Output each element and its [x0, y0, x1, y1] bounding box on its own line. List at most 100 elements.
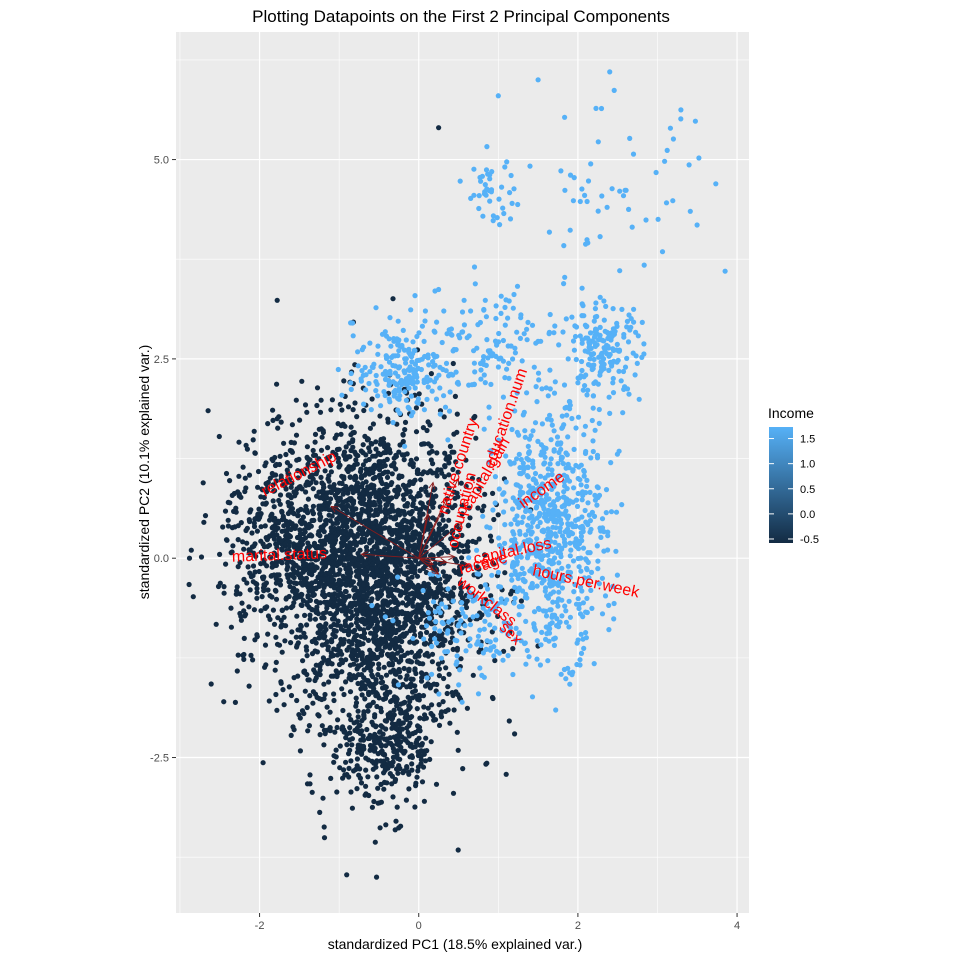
data-point [507, 625, 513, 631]
data-point [491, 516, 497, 523]
data-point [585, 500, 591, 506]
data-point [594, 452, 601, 458]
data-point [516, 546, 522, 553]
data-point [489, 572, 495, 578]
data-point [301, 630, 307, 636]
data-point [426, 450, 432, 456]
data-point [545, 552, 551, 558]
data-point [441, 414, 447, 420]
data-point [601, 298, 607, 304]
data-point [378, 520, 384, 526]
x-axis-title: standardized PC1 (18.5% explained var.) [328, 936, 582, 952]
data-point [432, 329, 438, 335]
data-point [396, 659, 402, 665]
data-point [311, 667, 317, 673]
data-point [678, 116, 684, 122]
data-point [436, 521, 442, 527]
data-point [524, 473, 530, 479]
data-point [518, 312, 524, 318]
data-point [371, 655, 377, 661]
data-point [413, 670, 419, 677]
data-point [520, 460, 526, 466]
data-point [269, 511, 275, 517]
data-point [346, 624, 352, 630]
data-point [340, 775, 346, 781]
data-point [535, 77, 541, 83]
data-point [524, 455, 530, 461]
data-point [641, 262, 647, 268]
data-point [454, 534, 460, 540]
data-point [263, 535, 269, 541]
data-point [579, 367, 585, 374]
data-point [578, 568, 584, 574]
data-point [510, 529, 516, 535]
data-point [440, 569, 446, 575]
data-point [287, 508, 293, 515]
data-point [313, 598, 319, 605]
data-point [524, 326, 530, 332]
data-point [254, 595, 260, 601]
data-point [566, 465, 572, 471]
data-point [387, 771, 393, 777]
data-point [241, 546, 247, 552]
data-point [332, 633, 338, 640]
data-point [280, 687, 286, 693]
data-point [512, 408, 518, 414]
data-point [499, 545, 505, 551]
data-point [422, 641, 428, 647]
data-point [386, 556, 392, 562]
data-point [385, 416, 391, 422]
data-point [392, 363, 398, 369]
data-point [339, 651, 345, 657]
data-point [403, 397, 409, 403]
data-point [395, 510, 401, 516]
data-point [596, 420, 602, 426]
data-point [272, 667, 278, 673]
data-point [450, 360, 456, 367]
data-point [524, 647, 530, 654]
data-point [605, 529, 611, 535]
data-point [256, 568, 262, 575]
data-point [481, 626, 487, 632]
data-point [534, 573, 541, 579]
data-point [307, 616, 313, 622]
data-point [722, 268, 728, 274]
loading-arrowhead [452, 477, 459, 486]
data-point [403, 360, 409, 366]
data-point [536, 377, 542, 383]
data-point [285, 526, 291, 533]
data-point [580, 600, 587, 606]
data-point [319, 480, 325, 486]
data-point [275, 615, 281, 621]
data-point [360, 641, 366, 647]
data-point [446, 671, 452, 677]
data-point [455, 611, 461, 617]
data-point [251, 607, 257, 613]
data-point [509, 200, 515, 206]
data-point [490, 507, 496, 513]
data-point [501, 648, 507, 654]
data-point [378, 588, 384, 594]
data-point [416, 697, 422, 703]
data-point [331, 485, 337, 491]
data-point [545, 472, 551, 478]
data-point [592, 314, 599, 320]
data-point [251, 520, 257, 526]
data-point [390, 618, 396, 624]
income-legend: Income 1.51.00.50.0-0.5 [768, 405, 819, 546]
data-point [449, 629, 455, 635]
data-point [552, 635, 558, 641]
data-point [341, 637, 347, 643]
data-point [610, 583, 616, 590]
data-point [490, 490, 496, 496]
data-point [246, 604, 252, 610]
data-point [288, 732, 294, 739]
data-point [596, 581, 602, 587]
data-point [373, 372, 379, 379]
data-point [391, 694, 397, 700]
data-point [487, 198, 493, 204]
data-point [577, 333, 583, 339]
data-point [432, 636, 438, 642]
data-point [317, 732, 323, 738]
data-point [624, 324, 630, 330]
